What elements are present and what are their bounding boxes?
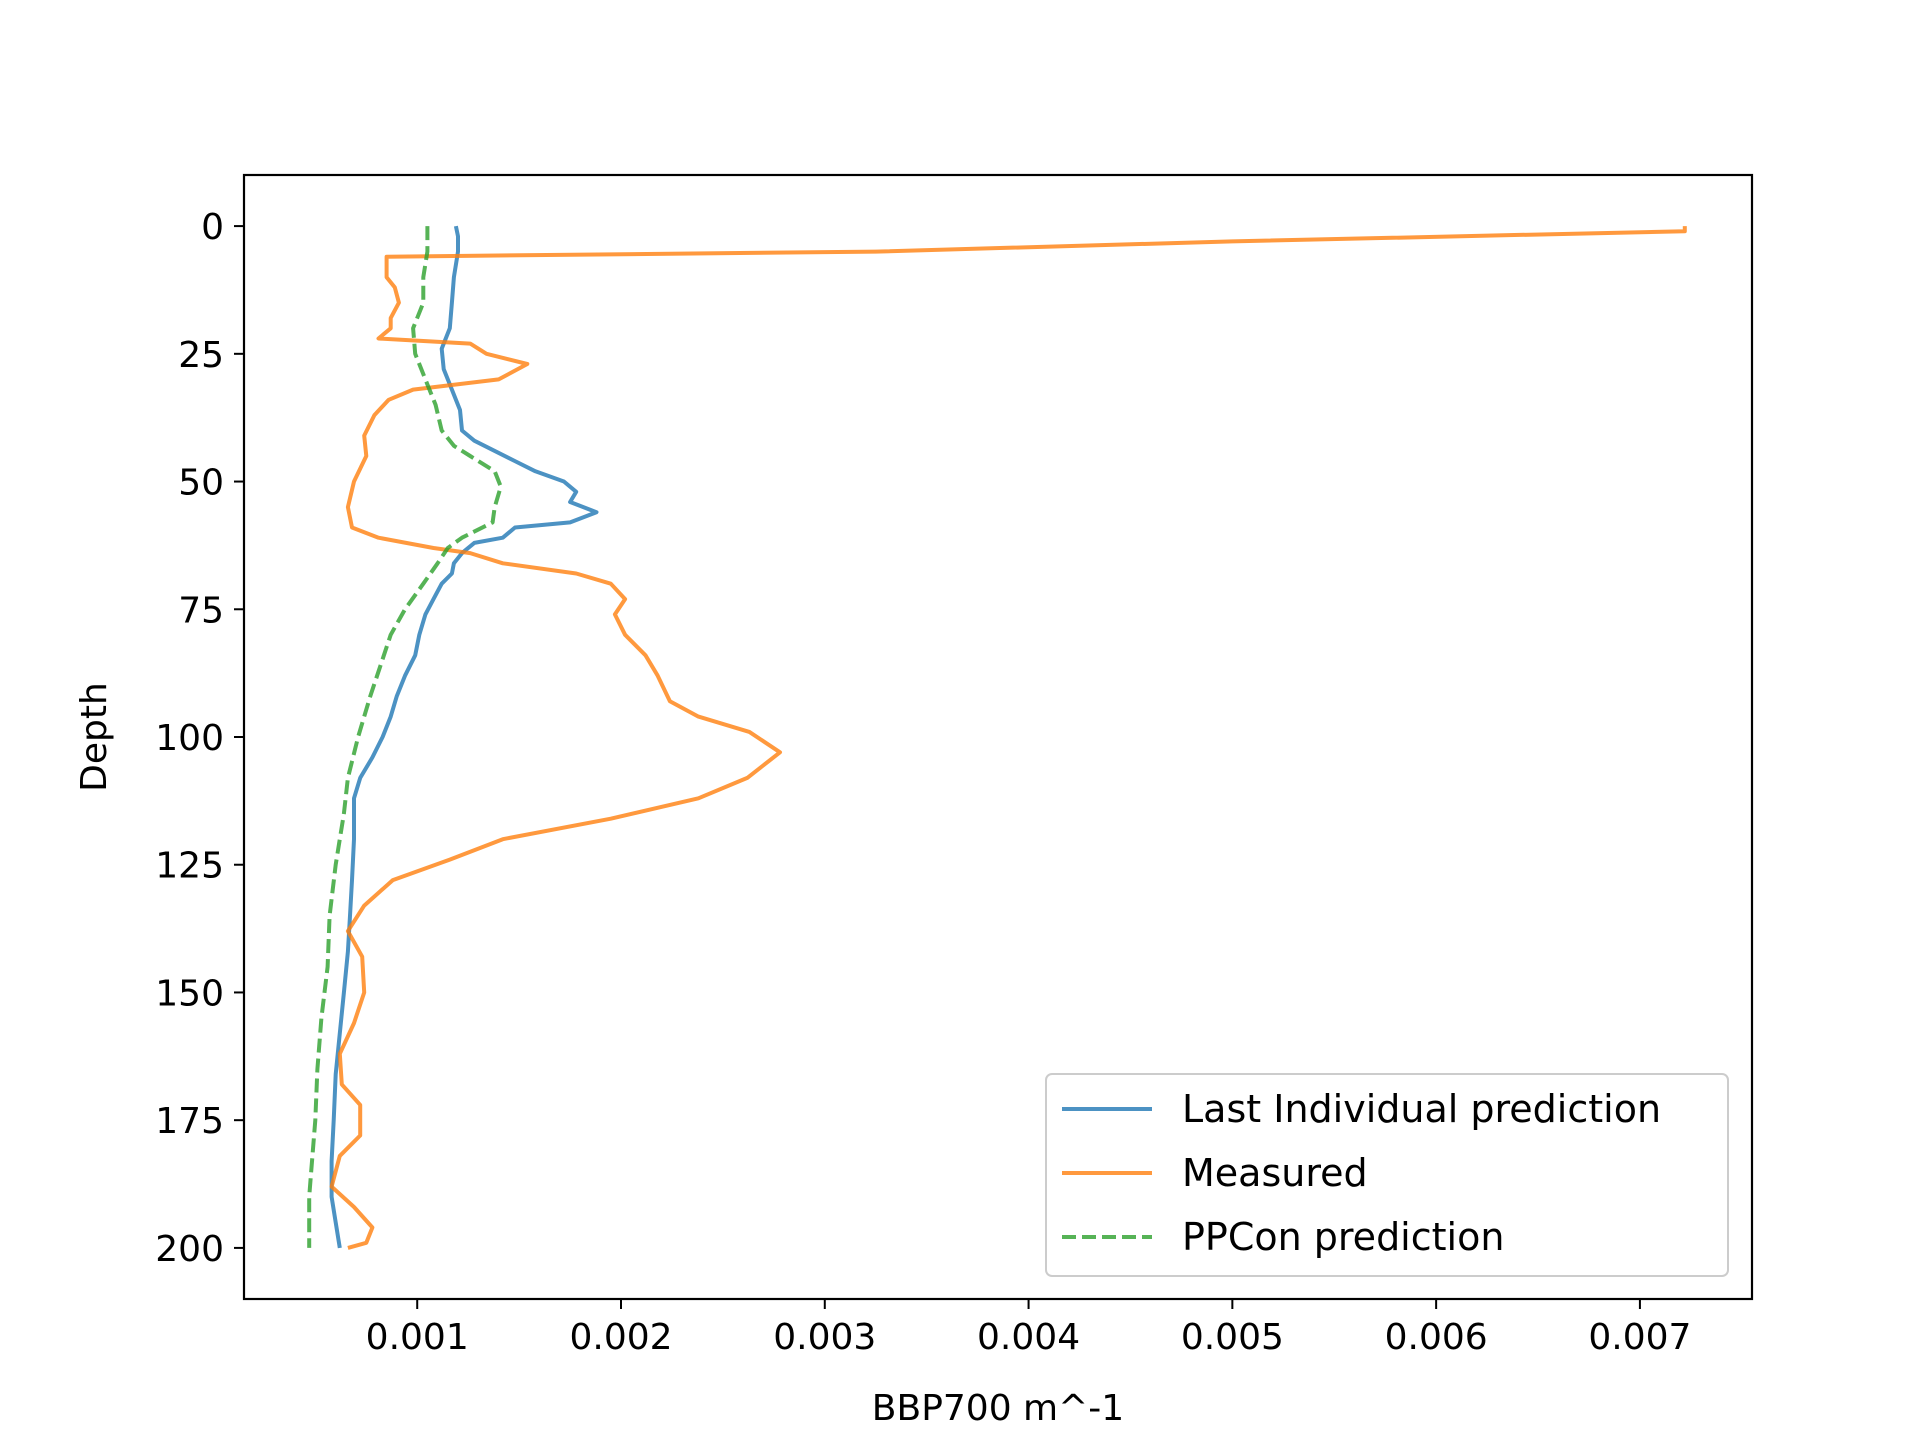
y-tick-label: 50 bbox=[178, 463, 224, 504]
y-tick-label: 200 bbox=[155, 1229, 224, 1270]
legend-label-last-individual: Last Individual prediction bbox=[1182, 1087, 1661, 1131]
series-line-ppcon-prediction bbox=[307, 226, 503, 1248]
legend-label-measured: Measured bbox=[1182, 1151, 1368, 1195]
x-tick-label: 0.001 bbox=[366, 1317, 469, 1358]
y-tick-label: 125 bbox=[155, 846, 224, 887]
x-tick-label: 0.002 bbox=[569, 1317, 672, 1358]
series-line-last-individual-prediction bbox=[329, 225, 599, 1249]
series-layer bbox=[307, 225, 1687, 1250]
x-tick-label: 0.006 bbox=[1385, 1317, 1488, 1358]
legend: Last Individual prediction Measured PPCo… bbox=[1045, 1073, 1729, 1277]
y-tick-label: 175 bbox=[155, 1101, 224, 1142]
y-tick-label: 150 bbox=[155, 973, 224, 1014]
legend-label-ppcon: PPCon prediction bbox=[1182, 1215, 1504, 1259]
y-axis-ticks: 0 25 50 75 100 125 150 175 200 bbox=[155, 207, 244, 1270]
y-axis-label: Depth bbox=[74, 682, 115, 792]
x-tick-label: 0.007 bbox=[1588, 1317, 1691, 1358]
x-tick-label: 0.003 bbox=[773, 1317, 876, 1358]
legend-box bbox=[1045, 1073, 1729, 1277]
x-axis-ticks: 0.001 0.002 0.003 0.004 0.005 0.006 0.007 bbox=[366, 1299, 1691, 1358]
x-tick-label: 0.004 bbox=[977, 1317, 1080, 1358]
y-tick-label: 75 bbox=[178, 590, 224, 631]
x-tick-label: 0.005 bbox=[1181, 1317, 1284, 1358]
series-line-measured bbox=[329, 226, 1687, 1250]
y-tick-label: 25 bbox=[178, 335, 224, 376]
x-axis-label: BBP700 m^-1 bbox=[872, 1388, 1124, 1429]
y-tick-label: 0 bbox=[201, 207, 224, 248]
y-tick-label: 100 bbox=[155, 718, 224, 759]
